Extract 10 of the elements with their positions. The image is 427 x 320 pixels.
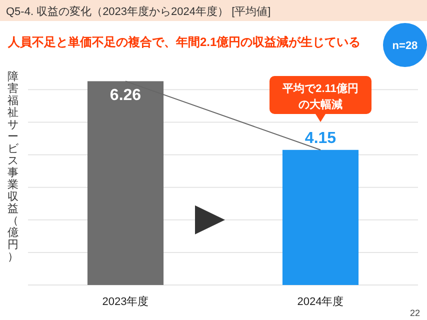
text: 22 [410, 308, 420, 318]
x-tick-label: 2024年度 [297, 295, 344, 308]
text: n=28 [392, 40, 418, 52]
chart-title: Q5-4. 収益の変化（2023年度から2024年度） [平均値] [6, 5, 271, 18]
chart-subtitle: 人員不足と単価不足の複合で、年間2.1億円の収益減が生じている [7, 35, 361, 49]
data-label: 6.26 [110, 87, 142, 104]
annotation: 平均で2.11億円の大幅減 [282, 82, 358, 111]
text: 障害福祉サービス事業収益（億円） [8, 71, 18, 263]
x-tick-label: 2023年度 [102, 295, 149, 308]
data-label: 4.15 [304, 130, 336, 147]
